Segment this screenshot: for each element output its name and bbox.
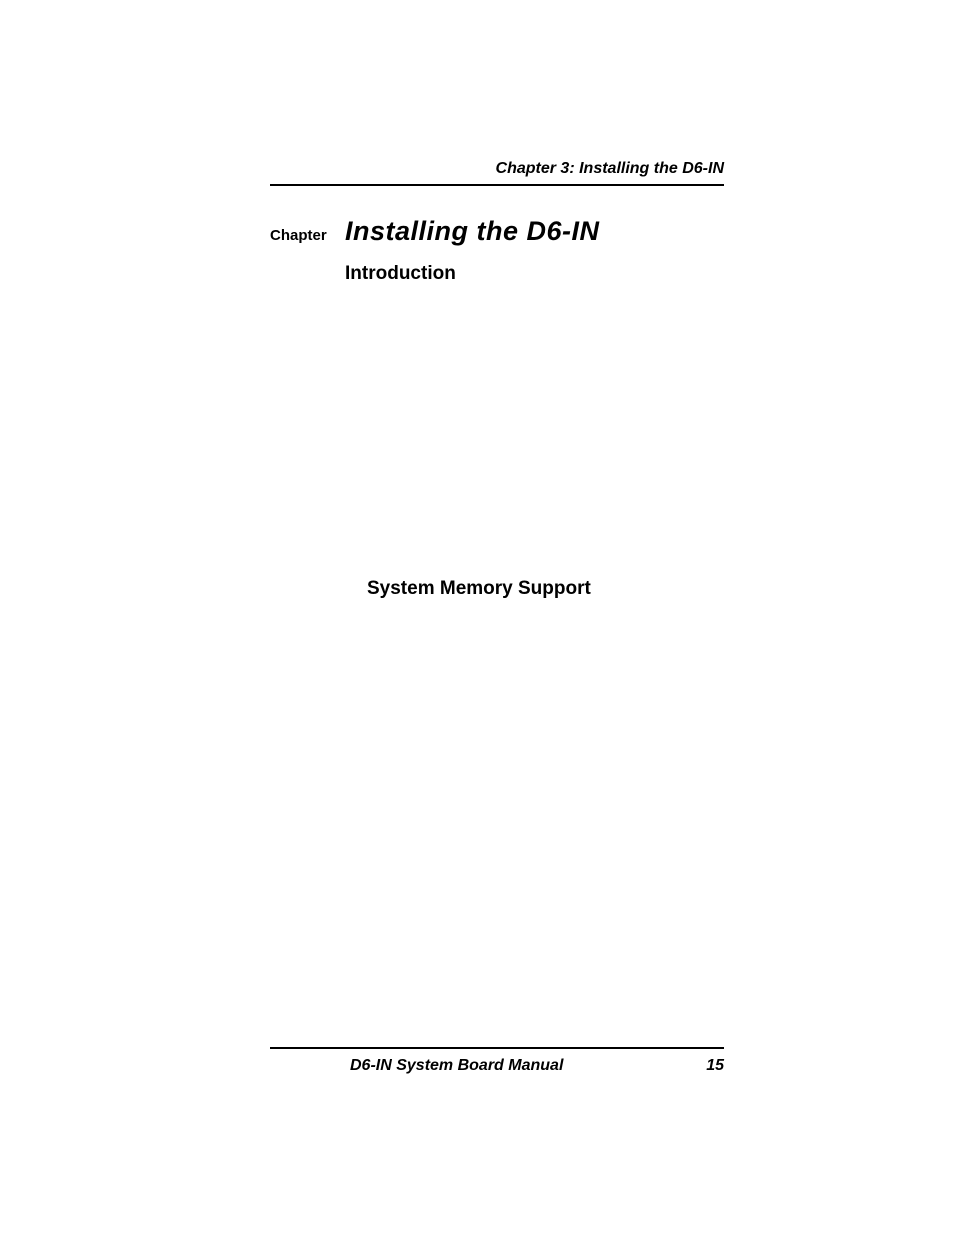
footer-row: D6-IN System Board Manual 15 [270, 1057, 724, 1075]
page-footer: D6-IN System Board Manual 15 [270, 1047, 724, 1075]
footer-manual-title: D6-IN System Board Manual [350, 1057, 563, 1075]
running-head: Chapter 3: Installing the D6-IN [270, 160, 724, 178]
page-header: Chapter 3: Installing the D6-IN [270, 160, 724, 186]
chapter-label: Chapter [270, 227, 327, 244]
document-page: Chapter 3: Installing the D6-IN Chapter … [0, 0, 954, 1235]
section-heading-introduction: Introduction [345, 263, 456, 285]
header-rule [270, 184, 724, 186]
section-heading-memory-support: System Memory Support [367, 578, 591, 600]
page-number: 15 [706, 1057, 724, 1075]
footer-rule [270, 1047, 724, 1049]
chapter-title: Installing the D6-IN [345, 216, 600, 247]
